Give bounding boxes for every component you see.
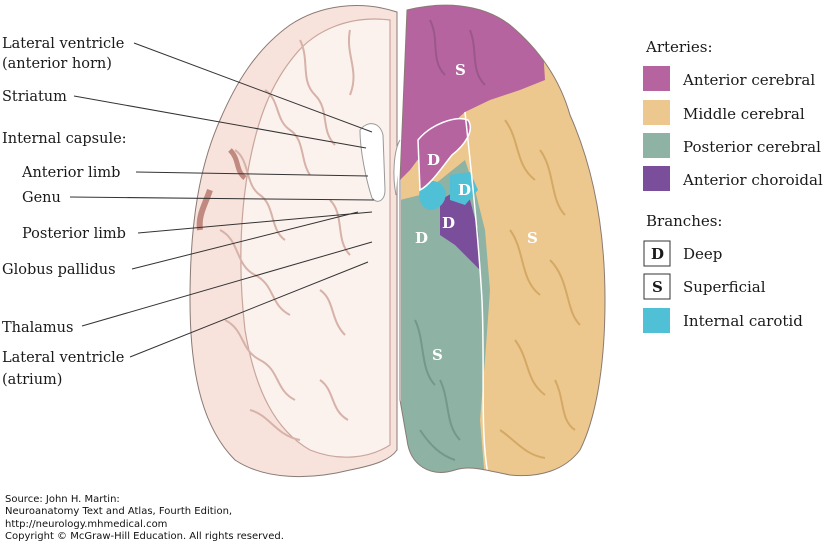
choroidal-deep-letter: D xyxy=(442,214,455,232)
leader-posterior-limb xyxy=(137,211,373,234)
legend-swatch-anterior-choroidal xyxy=(643,166,670,191)
label-lateral-ventricle-atrium-2: (atrium) xyxy=(2,372,62,388)
label-thalamus: Thalamus xyxy=(2,320,73,336)
legend-key-superficial-letter: S xyxy=(652,278,663,296)
label-internal-capsule: Internal capsule: xyxy=(2,131,127,147)
structure-labels: Lateral ventricle (anterior horn) Striat… xyxy=(2,36,127,388)
label-lateral-ventricle-anterior-1: Lateral ventricle xyxy=(2,36,124,52)
source-line-3: http://neurology.mhmedical.com xyxy=(5,518,168,530)
pca-deep-letter: D xyxy=(415,229,428,247)
label-anterior-limb: Anterior limb xyxy=(21,165,120,181)
legend-swatch-posterior-cerebral xyxy=(643,133,670,158)
aca-deep-letter: D xyxy=(427,151,440,169)
label-lateral-ventricle-anterior-2: (anterior horn) xyxy=(2,56,112,72)
legend-label-superficial: Superficial xyxy=(683,278,766,296)
legend-key-deep-letter: D xyxy=(651,245,664,263)
leader-lines xyxy=(69,42,375,358)
source-line-1: Source: John H. Martin: xyxy=(5,494,120,505)
label-lateral-ventricle-atrium-1: Lateral ventricle xyxy=(2,350,124,366)
legend: Arteries: Anterior cerebral Middle cereb… xyxy=(643,38,823,333)
legend-label-anterior-cerebral: Anterior cerebral xyxy=(682,71,815,89)
leader-lateral-ventricle-atrium xyxy=(129,261,369,358)
left-hemisphere xyxy=(189,5,401,478)
legend-label-internal-carotid: Internal carotid xyxy=(683,312,803,330)
source-line-4: Copyright © McGraw-Hill Education. All r… xyxy=(5,530,284,542)
legend-key-superficial-box xyxy=(643,273,671,300)
legend-label-deep: Deep xyxy=(683,245,722,263)
region-letters: S D D D D S S xyxy=(415,61,538,364)
right-hemisphere xyxy=(400,5,605,476)
legend-label-posterior-cerebral: Posterior cerebral xyxy=(683,138,821,156)
legend-swatch-anterior-cerebral xyxy=(643,66,670,91)
label-globus-pallidus: Globus pallidus xyxy=(2,262,116,278)
label-striatum: Striatum xyxy=(2,89,67,105)
source-line-2: Neuroanatomy Text and Atlas, Fourth Edit… xyxy=(5,506,233,518)
leader-thalamus xyxy=(81,241,373,327)
legend-label-middle-cerebral: Middle cerebral xyxy=(683,105,805,123)
aca-superficial-letter: S xyxy=(455,61,466,79)
leader-globus-pallidus xyxy=(131,211,359,270)
legend-arteries-title: Arteries: xyxy=(645,38,713,56)
leader-genu xyxy=(69,196,375,201)
mca-superficial-letter: S xyxy=(527,229,538,247)
leader-striatum xyxy=(73,95,367,149)
mca-deep-letter: D xyxy=(458,181,471,199)
legend-label-anterior-choroidal: Anterior choroidal xyxy=(682,171,823,189)
label-genu: Genu xyxy=(22,190,61,206)
legend-branches-title: Branches: xyxy=(646,212,723,230)
leader-lateral-ventricle-anterior xyxy=(133,42,373,133)
legend-swatch-internal-carotid xyxy=(643,308,670,333)
source-credit: Source: John H. Martin: Neuroanatomy Tex… xyxy=(5,494,284,543)
pca-superficial-letter: S xyxy=(432,346,443,364)
legend-swatch-middle-cerebral xyxy=(643,100,670,125)
leader-anterior-limb xyxy=(135,171,369,177)
legend-key-deep-box xyxy=(643,240,671,267)
label-posterior-limb: Posterior limb xyxy=(22,226,126,242)
